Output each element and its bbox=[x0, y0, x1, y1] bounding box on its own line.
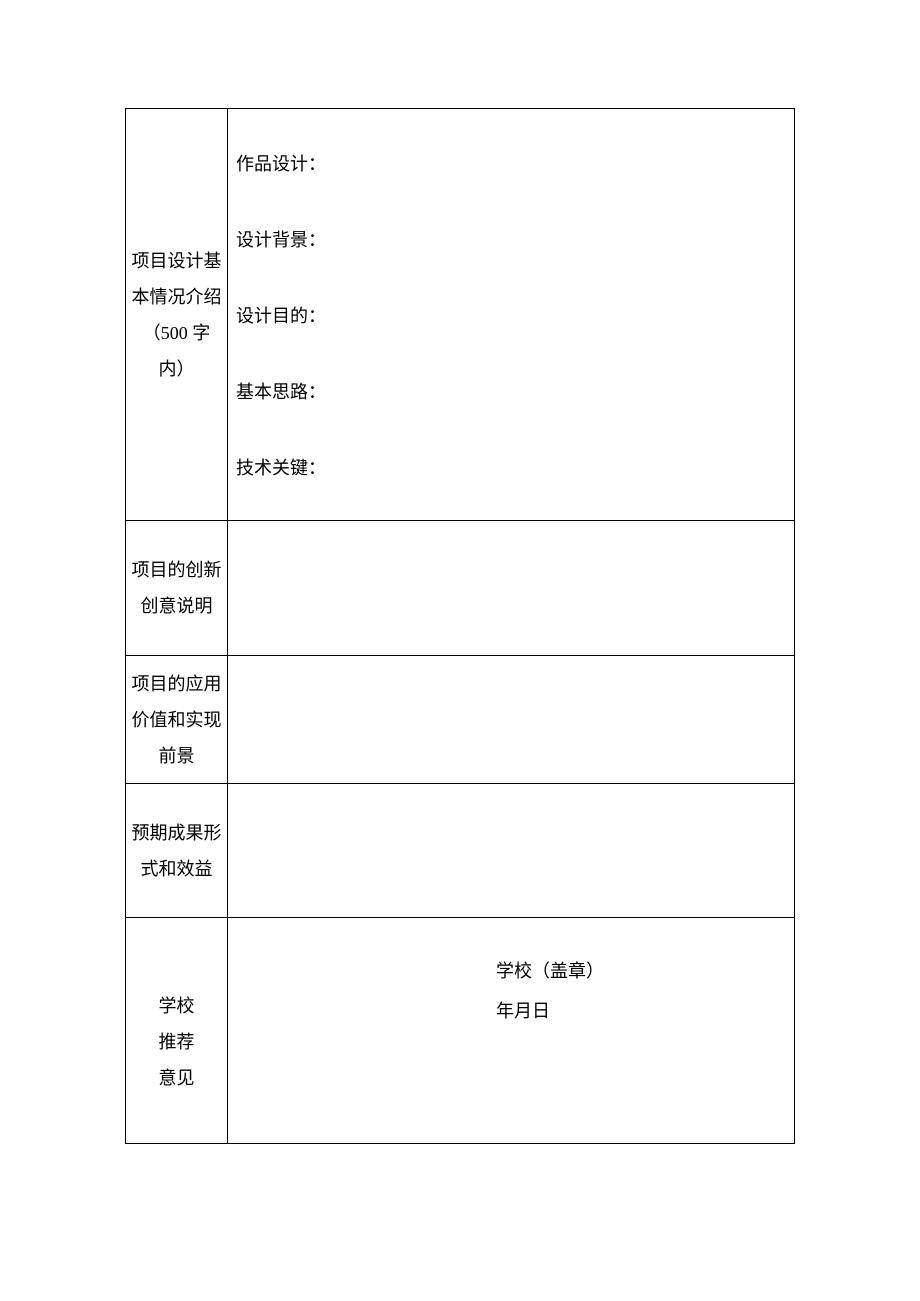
date-text: 年月日 bbox=[496, 997, 550, 1023]
content-school-opinion: 学校（盖章） 年月日 bbox=[228, 918, 795, 1144]
row-design-intro: 项目设计基 本情况介绍 （500 字 内） 作品设计： 设计背景： 设计目的： … bbox=[126, 109, 795, 521]
row-outcome: 预期成果形 式和效益 bbox=[126, 784, 795, 918]
content-innovation bbox=[228, 521, 795, 656]
label-text: 预期成果形 bbox=[128, 815, 225, 851]
label-text: 式和效益 bbox=[128, 851, 225, 887]
label-school-opinion: 学校 推荐 意见 bbox=[126, 918, 228, 1144]
label-text: 项目的创新 bbox=[128, 552, 225, 588]
label-text: 推荐 bbox=[128, 1024, 225, 1060]
design-item-approach: 基本思路： bbox=[236, 378, 786, 404]
label-text: 价值和实现 bbox=[128, 702, 225, 738]
label-application: 项目的应用 价值和实现 前景 bbox=[126, 656, 228, 784]
row-school-opinion: 学校 推荐 意见 学校（盖章） 年月日 bbox=[126, 918, 795, 1144]
label-text: 前景 bbox=[128, 738, 225, 774]
label-text: 内） bbox=[128, 351, 225, 387]
label-outcome: 预期成果形 式和效益 bbox=[126, 784, 228, 918]
content-design-intro: 作品设计： 设计背景： 设计目的： 基本思路： 技术关键： bbox=[228, 109, 795, 521]
design-item-purpose: 设计目的： bbox=[236, 302, 786, 328]
row-application: 项目的应用 价值和实现 前景 bbox=[126, 656, 795, 784]
school-stamp-text: 学校（盖章） bbox=[496, 957, 604, 983]
label-text: 本情况介绍 bbox=[128, 279, 225, 315]
label-text: 意见 bbox=[128, 1060, 225, 1096]
label-text: 学校 bbox=[128, 988, 225, 1024]
label-design-intro: 项目设计基 本情况介绍 （500 字 内） bbox=[126, 109, 228, 521]
design-item-background: 设计背景： bbox=[236, 226, 786, 252]
label-text: 项目的应用 bbox=[128, 666, 225, 702]
project-form-table: 项目设计基 本情况介绍 （500 字 内） 作品设计： 设计背景： 设计目的： … bbox=[125, 108, 795, 1144]
label-text: 创意说明 bbox=[128, 588, 225, 624]
content-application bbox=[228, 656, 795, 784]
design-item-technical: 技术关键： bbox=[236, 454, 786, 480]
row-innovation: 项目的创新 创意说明 bbox=[126, 521, 795, 656]
content-outcome bbox=[228, 784, 795, 918]
design-item-work: 作品设计： bbox=[236, 150, 786, 176]
label-innovation: 项目的创新 创意说明 bbox=[126, 521, 228, 656]
label-text: （500 字 bbox=[128, 315, 225, 351]
label-text: 项目设计基 bbox=[128, 243, 225, 279]
